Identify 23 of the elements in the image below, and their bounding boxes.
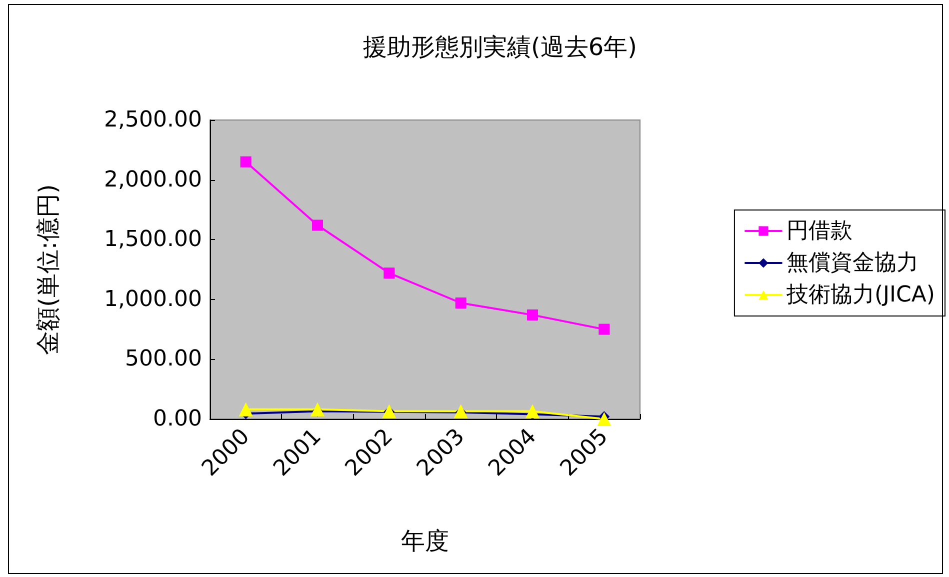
point: [240, 156, 252, 168]
y-tick-label: 1,000.00: [104, 286, 202, 312]
y-tick-label: 500.00: [125, 346, 202, 372]
legend-label: 円借款: [786, 218, 852, 244]
y-tick-label: 1,500.00: [104, 227, 202, 252]
point: [238, 402, 253, 416]
point: [526, 404, 540, 418]
point: [527, 309, 538, 320]
point: [455, 297, 466, 308]
y-axis-title: 金額(単位:億円): [34, 184, 62, 355]
y-tick-label: 0.00: [153, 406, 202, 432]
y-tick-label: 2,500.00: [104, 108, 202, 132]
x-axis-title: 年度: [401, 527, 449, 555]
y-tick-label: 2,000.00: [104, 167, 202, 192]
point: [384, 268, 395, 279]
chart-title: 援助形態別実績(過去6年): [363, 33, 637, 61]
point: [454, 404, 468, 418]
point: [597, 412, 612, 426]
point: [312, 220, 323, 231]
legend-label: 無償資金協力: [786, 250, 918, 276]
point: [310, 402, 324, 416]
point: [598, 324, 610, 335]
legend-label: 技術協力(JICA): [785, 282, 936, 308]
